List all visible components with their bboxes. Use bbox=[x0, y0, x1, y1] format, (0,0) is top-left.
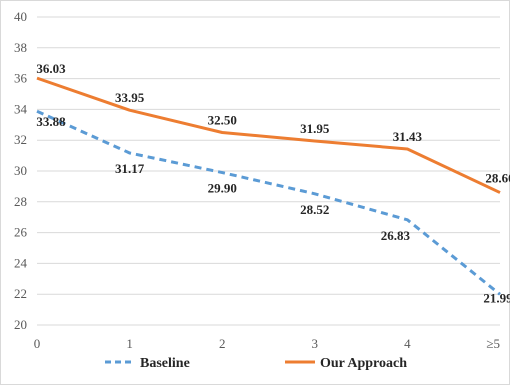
data-label: 26.83 bbox=[381, 228, 411, 243]
data-label: 31.95 bbox=[300, 121, 330, 136]
data-label: 33.95 bbox=[115, 90, 145, 105]
y-tick-label: 24 bbox=[14, 255, 28, 270]
gridlines bbox=[37, 16, 500, 326]
x-tick-label: ≥5 bbox=[486, 336, 500, 351]
series bbox=[36, 76, 501, 296]
x-tick-label: 1 bbox=[126, 336, 133, 351]
data-label: 33.88 bbox=[36, 114, 66, 129]
y-tick-label: 40 bbox=[14, 9, 27, 24]
series-line-baseline bbox=[36, 109, 501, 296]
y-axis-ticks: 20 22 24 26 28 30 32 34 36 38 40 bbox=[14, 9, 28, 332]
data-label: 28.52 bbox=[300, 202, 329, 217]
y-tick-label: 20 bbox=[14, 317, 27, 332]
data-label: 32.50 bbox=[208, 113, 237, 128]
x-tick-label: 0 bbox=[34, 336, 41, 351]
data-label: 29.90 bbox=[208, 181, 237, 196]
y-tick-label: 26 bbox=[14, 225, 28, 240]
data-labels: 33.88 31.17 29.90 28.52 26.83 21.99 36.03 33.95… bbox=[36, 61, 510, 305]
x-tick-label: 2 bbox=[219, 336, 226, 351]
data-label: 21.99 bbox=[483, 290, 510, 305]
data-label: 31.17 bbox=[115, 161, 145, 176]
y-tick-label: 34 bbox=[14, 101, 28, 116]
x-axis-ticks: 0 1 2 3 4 ≥5 bbox=[34, 336, 500, 351]
y-tick-label: 28 bbox=[14, 194, 27, 209]
y-tick-label: 32 bbox=[14, 132, 27, 147]
x-tick-label: 4 bbox=[404, 336, 411, 351]
data-label: 28.60 bbox=[485, 171, 510, 186]
y-tick-label: 38 bbox=[14, 40, 27, 55]
series-line-our-approach bbox=[36, 76, 501, 194]
legend: Baseline Our Approach bbox=[105, 356, 407, 371]
y-tick-label: 22 bbox=[14, 286, 27, 301]
legend-our-approach-label: Our Approach bbox=[320, 356, 407, 371]
y-tick-label: 30 bbox=[14, 163, 27, 178]
data-label: 36.03 bbox=[36, 61, 66, 76]
data-label: 31.43 bbox=[393, 129, 423, 144]
legend-baseline-label: Baseline bbox=[140, 356, 190, 371]
y-tick-label: 36 bbox=[14, 71, 28, 86]
x-tick-label: 3 bbox=[312, 336, 319, 351]
